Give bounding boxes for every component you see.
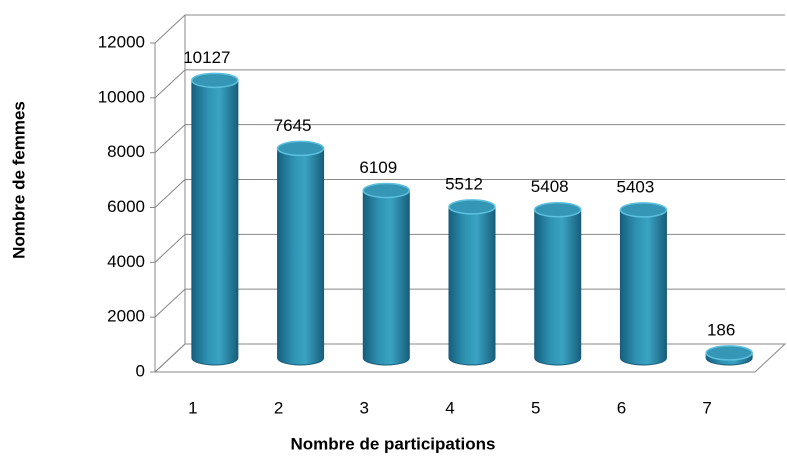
grid-line (154, 124, 785, 154)
y-tick-label: 12000 (98, 32, 145, 51)
bar (191, 79, 239, 366)
bar-top (191, 72, 239, 89)
value-label: 6109 (359, 158, 397, 177)
value-label: 10127 (183, 48, 230, 67)
y-axis-title: Nombre de femmes (9, 101, 28, 259)
grid-line (154, 179, 785, 208)
bar (619, 209, 667, 366)
bar (362, 190, 410, 366)
x-tick-label: 4 (445, 398, 454, 417)
value-label: 186 (707, 320, 735, 339)
bar-top (276, 140, 325, 157)
bar-top (705, 345, 753, 361)
y-tick-label: 4000 (107, 252, 145, 271)
value-label: 5408 (531, 177, 569, 196)
y-tick-label: 0 (136, 361, 145, 380)
grid-line (154, 233, 785, 263)
grid-line (154, 343, 785, 373)
bar (277, 147, 325, 366)
x-tick-label: 5 (531, 398, 540, 417)
bar (448, 206, 496, 366)
y-tick-label: 2000 (107, 307, 145, 326)
bar-top (448, 199, 496, 215)
y-tick-label: 6000 (107, 197, 145, 216)
grid-line (154, 14, 785, 44)
value-label: 5403 (617, 177, 655, 196)
x-tick-label: 6 (617, 398, 626, 417)
bar-top (533, 201, 582, 218)
y-tick-label: 8000 (107, 142, 145, 161)
grid-line (154, 69, 785, 99)
grid-line (154, 288, 785, 318)
x-tick-label: 3 (360, 398, 369, 417)
x-tick-label: 7 (702, 398, 711, 417)
x-tick-label: 2 (274, 398, 283, 417)
y-tick-label: 10000 (98, 87, 145, 106)
x-axis-title: Nombre de participations (291, 434, 496, 453)
value-label: 5512 (445, 174, 483, 193)
bar (534, 209, 582, 366)
bar-top (362, 182, 411, 199)
bar-top (619, 202, 668, 218)
x-tick-label: 1 (188, 398, 197, 417)
value-label: 7645 (274, 116, 312, 135)
